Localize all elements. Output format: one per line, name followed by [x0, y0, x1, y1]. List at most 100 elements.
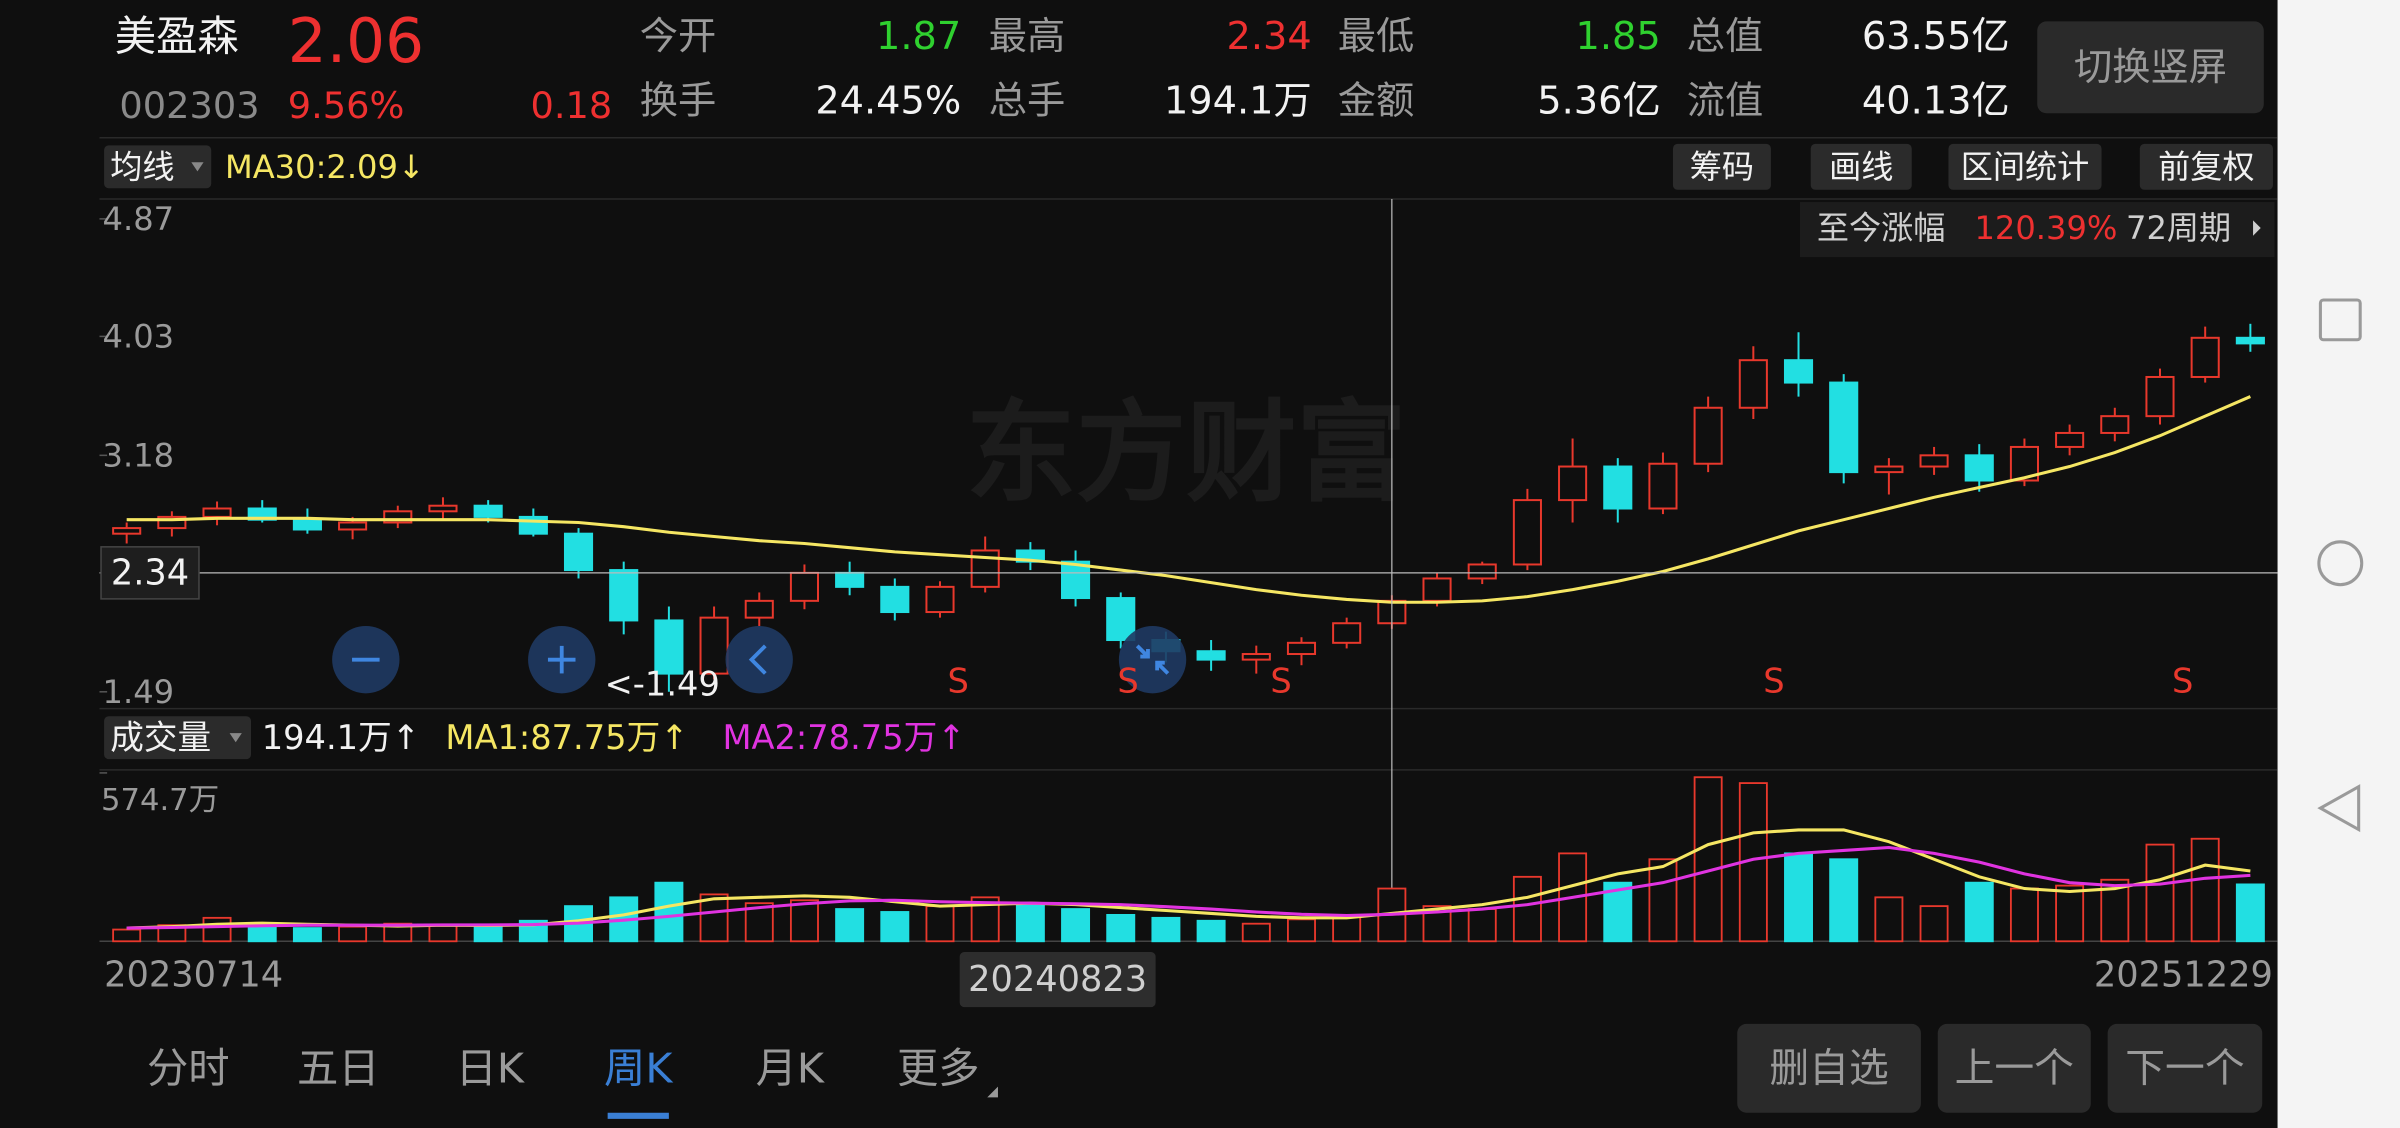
low-marker: <-1.49: [605, 665, 720, 704]
ma-label: MA30:2.09↓: [225, 148, 425, 186]
stat-label: 最高: [989, 14, 1066, 59]
signal-marker: S: [947, 662, 968, 701]
candle-body: [2235, 336, 2265, 345]
action-button[interactable]: [1937, 1023, 2091, 1113]
candle-body: [473, 504, 503, 518]
volume-selector[interactable]: [104, 716, 252, 760]
home-button[interactable]: [2317, 540, 2364, 587]
candle-body: [1964, 454, 1994, 482]
signal-marker: S: [1763, 662, 1784, 701]
crosshair-date: 20240823: [968, 959, 1147, 1000]
candle-body: [880, 585, 910, 614]
tool-label[interactable]: 画线: [1829, 148, 1893, 186]
volume-bar: [1829, 858, 1859, 943]
action-button-label[interactable]: 上一个: [1955, 1045, 2074, 1091]
volume-bar: [880, 911, 910, 943]
candle-body: [789, 571, 819, 602]
volume-bar: [1512, 875, 1542, 943]
range-period: 72周期: [2126, 209, 2231, 247]
stock-name: 美盈森: [115, 13, 239, 61]
candle-body: [1512, 499, 1542, 566]
tab[interactable]: 周K: [604, 1044, 673, 1092]
icon: [748, 644, 767, 675]
action-button-label[interactable]: 下一个: [2125, 1045, 2244, 1091]
tool-label[interactable]: 区间统计: [1961, 148, 2090, 186]
tab[interactable]: 分时: [147, 1044, 230, 1092]
candle-body: [654, 619, 684, 675]
range-box[interactable]: [1800, 202, 2275, 258]
candle-body: [1467, 563, 1497, 580]
signal-marker: S: [1270, 662, 1291, 701]
stock-code: 002303: [119, 84, 259, 127]
zoom-left-button[interactable]: [725, 625, 793, 694]
dropdown-arrow: [229, 733, 242, 743]
candle-body: [1874, 465, 1904, 474]
volume-bar: [1106, 913, 1136, 943]
tool-label[interactable]: 筹码: [1690, 148, 1754, 186]
toggle-portrait-button[interactable]: [2037, 21, 2264, 114]
volume-bar: [1061, 908, 1091, 943]
tool-button[interactable]: [2139, 143, 2273, 190]
crosshair-price: 2.34: [111, 552, 189, 593]
candle-body: [1332, 622, 1362, 644]
stat-label: 金额: [1338, 79, 1415, 124]
signal-marker: S: [1117, 662, 1138, 701]
stat-value: 2.34: [1227, 14, 1312, 59]
crosshair-price-box: [100, 546, 200, 600]
volume-ma1: MA1:87.75万↑: [445, 718, 688, 757]
back-button[interactable]: [2317, 784, 2361, 833]
stat-label: 换手: [640, 79, 717, 124]
y-tick-label: 4.03: [103, 317, 175, 355]
volume-bar: [699, 893, 729, 943]
candle-body: [2100, 415, 2130, 434]
action-button-label[interactable]: 删自选: [1769, 1045, 1888, 1091]
tool-label[interactable]: 前复权: [2158, 148, 2254, 186]
volume-current: 194.1万↑: [262, 718, 420, 757]
range-value: 120.39%: [1974, 209, 2117, 247]
tab[interactable]: 月K: [756, 1044, 825, 1092]
volume-bar: [292, 927, 322, 943]
candle-body: [925, 585, 955, 614]
candle-body: [383, 510, 413, 524]
stat-value: 24.45%: [815, 79, 961, 124]
volume-bar: [1784, 852, 1813, 943]
volume-bar: [338, 925, 368, 943]
volume-bar: [925, 905, 955, 943]
volume-ma2-line: [126, 845, 2251, 930]
action-button[interactable]: [2107, 1023, 2263, 1113]
candle-body: [563, 532, 594, 572]
volume-bar: [2235, 883, 2265, 943]
tab[interactable]: 五日: [297, 1044, 380, 1092]
action-button[interactable]: [1737, 1023, 1921, 1113]
candle-body: [202, 507, 232, 518]
tab[interactable]: 更多: [897, 1044, 980, 1092]
candle-body: [292, 518, 322, 531]
tab[interactable]: 日K: [456, 1044, 525, 1092]
indicator-selector[interactable]: [104, 145, 212, 189]
candle-body: [2190, 336, 2220, 378]
button-label[interactable]: 切换竖屏: [2074, 45, 2227, 90]
indicator-label: 均线: [110, 148, 174, 186]
candle-body: [1106, 597, 1136, 642]
ma30-line: [126, 395, 2251, 604]
zoom-shrink-button[interactable]: [1118, 625, 1187, 694]
candle-body: [1829, 381, 1859, 474]
candle-body: [1196, 650, 1226, 661]
volume-bar: [1693, 776, 1723, 943]
stat-value: 5.36亿: [1537, 79, 1660, 124]
recent-apps-button[interactable]: [2318, 298, 2362, 342]
candle-body: [2055, 431, 2085, 448]
volume-bar: [202, 916, 232, 943]
tool-button[interactable]: [1672, 143, 1771, 190]
candle-body: [2145, 375, 2175, 418]
dropdown-arrow: [191, 162, 204, 172]
candle-body: [835, 571, 865, 588]
icon: [1135, 644, 1170, 675]
tool-button[interactable]: [1948, 143, 2102, 190]
range-label: 至今涨幅: [1817, 209, 1946, 247]
date-end: 20251229: [2094, 954, 2273, 995]
volume-bar: [1467, 908, 1497, 943]
tool-button[interactable]: [1810, 143, 1912, 190]
volume-bar: [1287, 918, 1316, 943]
